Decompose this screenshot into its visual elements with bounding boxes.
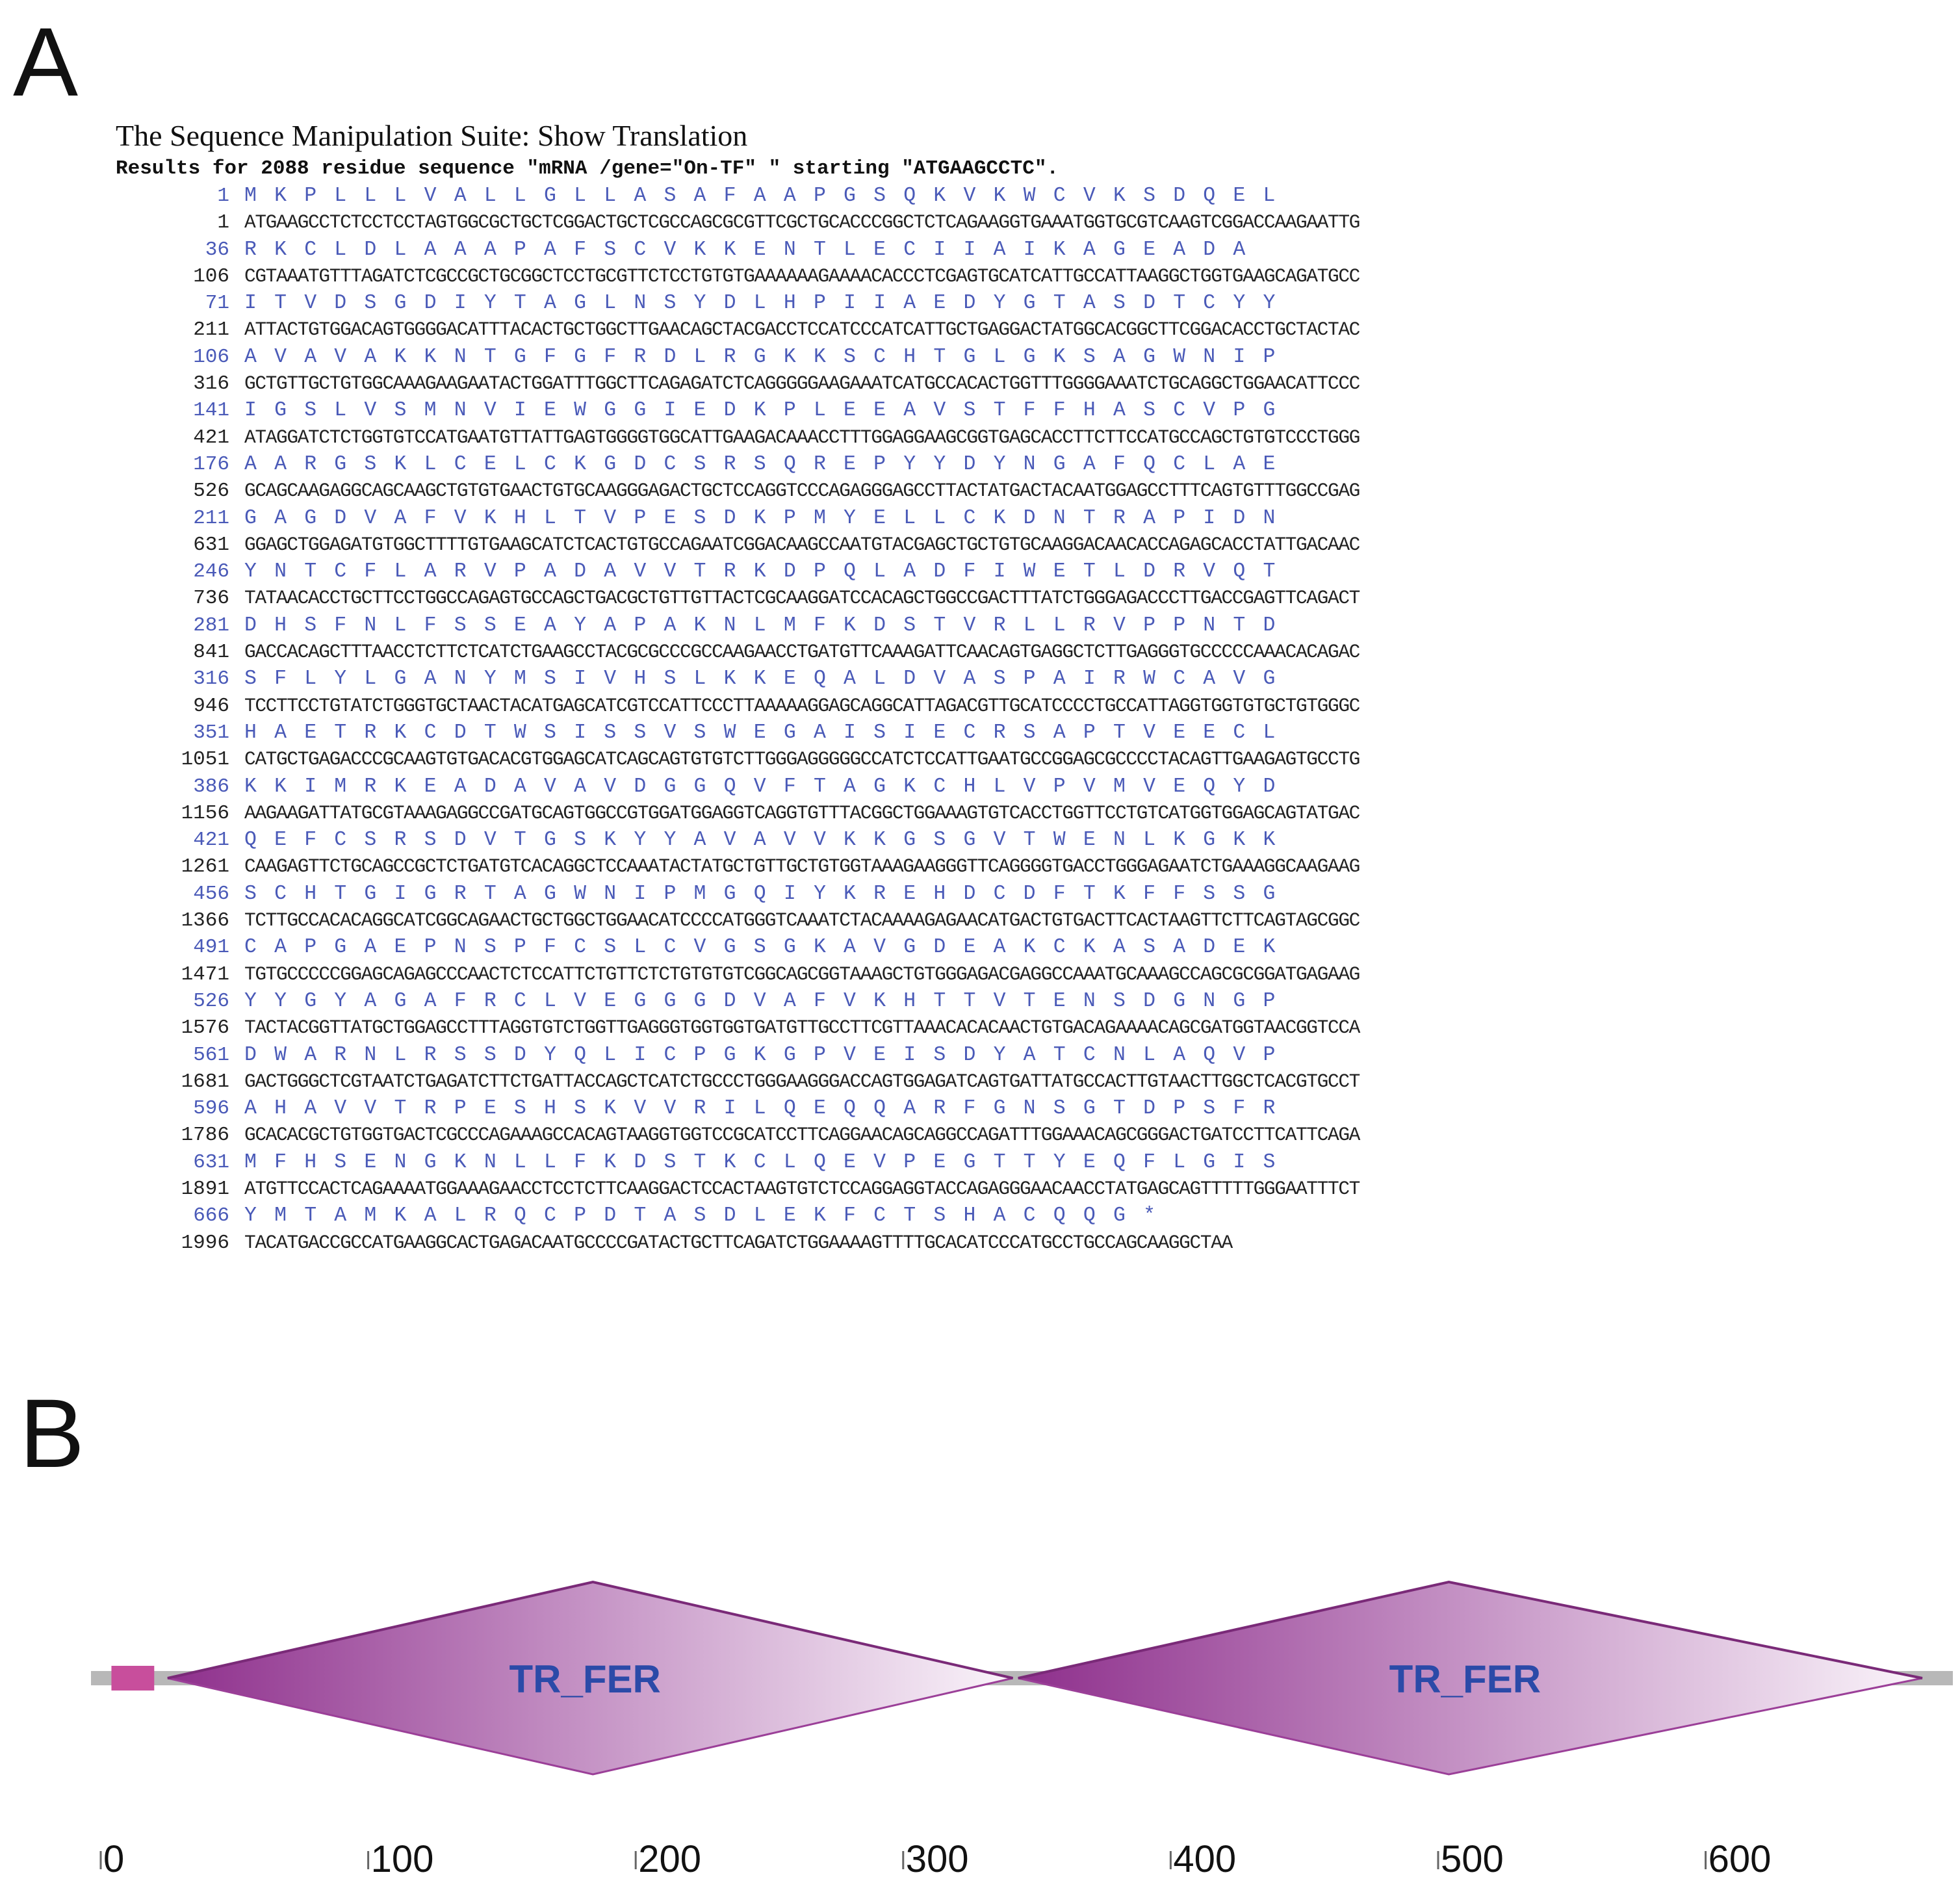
domain-edge <box>1018 1580 1923 1679</box>
aa-position: 386 <box>193 775 229 798</box>
aa-position: 491 <box>193 936 229 959</box>
axis-tick-label: 300 <box>906 1838 969 1880</box>
amino-acid-sequence: QEFCSRSDVTGSKYYAVAVVKKGSGVTWENLKGKK <box>244 829 1293 852</box>
nt-position: 631 <box>193 533 229 556</box>
nucleotide-sequence: GGAGCTGGAGATGTGGCTTTTGTGAAGCATCTCACTGTGC… <box>244 533 1360 556</box>
axis-tick-label: 400 <box>1173 1838 1236 1880</box>
aa-position: 456 <box>193 882 229 905</box>
aa-position: 316 <box>193 667 229 691</box>
domain-label: TR_FER <box>509 1657 661 1701</box>
amino-acid-sequence: AHAVVTRPESHSKVVRILQEQQARFGNSGTDPSFR <box>244 1097 1293 1121</box>
aa-position: 36 <box>205 238 229 261</box>
aa-position: 1 <box>217 185 229 207</box>
nt-position: 1366 <box>181 909 229 933</box>
nucleotide-sequence: GCTGTTGCTGTGGCAAAGAAGAATACTGGATTTGGCTTCA… <box>244 372 1360 395</box>
nucleotide-sequence: TCTTGCCACACAGGCATCGGCAGAACTGCTGGCTGGAACA… <box>244 909 1360 932</box>
domain-label: TR_FER <box>1389 1657 1541 1701</box>
nt-position: 1996 <box>181 1231 229 1254</box>
domain-diagram: TR_FER TR_FER 0 100 200 300 400 500 600 <box>91 1580 1953 1880</box>
amino-acid-sequence: RKCLDLAAAPAFSCVKKENTLECIIAIKAGEADA <box>244 238 1263 261</box>
nt-position: 421 <box>193 426 229 449</box>
amino-acid-sequence: YYGYAGAFRCLVEGGGDVAFVKHTTVTENSDGNGP <box>244 989 1293 1013</box>
nt-position: 1681 <box>181 1070 229 1093</box>
nt-position: 1786 <box>181 1124 229 1147</box>
amino-acid-sequence: AARGSKLCELCKGDCSRSQREPYYDYNGAFQCLAE <box>244 452 1293 476</box>
amino-acid-sequence: IGSLVSMNVIEWGGIEDKPLEEAVSTFFHASCVPG <box>244 399 1293 422</box>
axis-tick-label: 200 <box>638 1838 701 1880</box>
nucleotide-sequence: TGTGCCCCCGGAGCAGAGCCCAACTCTCCATTCTGTTCTC… <box>244 963 1360 985</box>
nucleotide-sequence: GCACACGCTGTGGTGACTCGCCCAGAAAGCCACAGTAAGG… <box>244 1124 1360 1147</box>
aa-position: 666 <box>193 1204 229 1228</box>
nt-position: 1 <box>217 211 229 235</box>
nucleotide-sequence: TATAACACCTGCTTCCTGGCCAGAGTGCCAGCTGACGCTG… <box>244 587 1360 610</box>
nt-position: 1891 <box>181 1177 229 1200</box>
nucleotide-sequence: TCCTTCCTGTATCTGGGTGCTAACTACATGAGCATCGTCC… <box>244 694 1360 717</box>
nucleotide-sequence: CATGCTGAGACCCGCAAGTGTGACACGTGGAGCATCAGCA… <box>244 748 1360 771</box>
aa-position: 351 <box>193 721 229 744</box>
results-line: Results for 2088 residue sequence "mRNA … <box>116 157 1059 180</box>
amino-acid-sequence: CAPGAEPNSPFCSLCVGSGKAVGDEAKCKASADEK <box>244 936 1293 959</box>
nucleotide-sequence: GACTGGGCTCGTAATCTGAGATCTTCTGATTACCAGCTCA… <box>244 1070 1360 1093</box>
aa-position: 631 <box>193 1150 229 1174</box>
aa-position: 176 <box>193 452 229 476</box>
nt-position: 211 <box>193 318 229 342</box>
nucleotide-sequence: ATTACTGTGGACAGTGGGGACATTTACACTGCTGGCTTGA… <box>244 318 1360 341</box>
amino-acid-sequence: AVAVAKKNTGFGFRDLRGKKSCHTGLGKSAGWNIP <box>244 345 1293 369</box>
nucleotide-sequence: GACCACAGCTTTAACCTCTTCTCATCTGAAGCCTACGCGC… <box>244 641 1360 664</box>
axis-tick-label: 0 <box>103 1838 124 1880</box>
amino-acid-sequence: DWARNLRSSDYQLICPGKGPVEISDYATCNLAQVP <box>244 1043 1293 1067</box>
amino-acid-sequence: SCHTGIGRTAGWNIPMGQIYKREHDCDFTKFFSSG <box>244 882 1293 905</box>
nt-position: 316 <box>193 372 229 396</box>
nucleotide-sequence: TACTACGGTTATGCTGGAGCCTTTAGGTGTCTGGTTGAGG… <box>244 1017 1360 1039</box>
nucleotide-sequence: ATGAAGCCTCTCCTCCTAGTGGCGCTGCTCGGACTGCTCG… <box>244 211 1360 234</box>
nucleotide-sequence: TACATGACCGCCATGAAGGCACTGAGACAATGCCCCGATA… <box>244 1231 1233 1254</box>
nt-position: 841 <box>193 641 229 664</box>
aa-position: 141 <box>193 399 229 422</box>
nt-position: 106 <box>193 265 229 288</box>
nucleotide-sequence: CAAGAGTTCTGCAGCCGCTCTGATGTCACAGGCTCCAAAT… <box>244 855 1360 878</box>
aa-position: 281 <box>193 614 229 637</box>
nucleotide-sequence: CGTAAATGTTTAGATCTCGCCGCTGCGGCTCCTGCGTTCT… <box>244 265 1360 287</box>
amino-acid-sequence: DHSFNLFSSEAYAPAKNLMFKDSTVRLLRVPPNTD <box>244 614 1293 637</box>
aa-position: 246 <box>193 560 229 584</box>
amino-acid-sequence: MKPLLLVALLGLLASAFAAPGSQKVKWCVKSDQEL <box>244 185 1293 207</box>
domain-edge <box>167 1580 1013 1679</box>
amino-acid-sequence: HAETRKCDTWSISSVSWEGAISIECRSAPTVEECL <box>244 721 1293 744</box>
nucleotide-sequence: ATGTTCCACTCAGAAAATGGAAAGAACCTCCTCTTCAAGG… <box>244 1177 1360 1200</box>
aa-position: 106 <box>193 345 229 369</box>
amino-acid-sequence: KKIMRKEADAVAVDGGQVFTAGKCHLVPVMVEQYD <box>244 775 1293 798</box>
amino-acid-sequence: GAGDVAFVKHLTVPESDKPMYELLCKDNTRAPIDN <box>244 506 1293 530</box>
nt-position: 946 <box>193 694 229 718</box>
nt-position: 1156 <box>181 801 229 825</box>
amino-acid-sequence: YNTCFLARVPADAVVTRKDPQLADFIWETLDRVQT <box>244 560 1293 584</box>
panel-a-label: A <box>13 7 79 116</box>
nt-position: 1471 <box>181 963 229 986</box>
nt-position: 1261 <box>181 855 229 879</box>
axis-tick-label: 600 <box>1709 1838 1772 1880</box>
sms-title: The Sequence Manipulation Suite: Show Tr… <box>116 119 748 152</box>
axis-tick-label: 100 <box>371 1838 434 1880</box>
axis-tick-label: 500 <box>1441 1838 1504 1880</box>
amino-acid-sequence: YMTAMKALRQCPDTASDLEKFCTSHACQQG* <box>244 1204 1174 1228</box>
aa-position: 71 <box>205 292 229 315</box>
panel-b-label: B <box>19 1379 85 1488</box>
amino-acid-sequence: ITVDSGDIYTAGLNSYDLHPIIAEDYGTASDTCYY <box>244 292 1293 315</box>
aa-position: 561 <box>193 1043 229 1067</box>
nucleotide-sequence: AAGAAGATTATGCGTAAAGAGGCCGATGCAGTGGCCGTGG… <box>244 801 1360 824</box>
nucleotide-sequence: GCAGCAAGAGGCAGCAAGCTGTGTGAACTGTGCAAGGGAG… <box>244 480 1360 502</box>
amino-acid-sequence: SFLYLGANYMSIVHSLKKEQALDVASPAIRWCAVG <box>244 667 1293 691</box>
aa-position: 526 <box>193 989 229 1013</box>
aa-position: 596 <box>193 1097 229 1121</box>
amino-acid-sequence: MFHSENGKNLLFKDSTKCLQEVPEGTTYEQFLGIS <box>244 1150 1293 1174</box>
nt-position: 736 <box>193 587 229 610</box>
aa-position: 211 <box>193 506 229 530</box>
signal-peptide <box>111 1666 155 1691</box>
nt-position: 1576 <box>181 1017 229 1040</box>
nt-position: 1051 <box>181 748 229 771</box>
nt-position: 526 <box>193 480 229 503</box>
aa-position: 421 <box>193 829 229 852</box>
nucleotide-sequence: ATAGGATCTCTGGTGTCCATGAATGTTATTGAGTGGGGTG… <box>244 426 1360 448</box>
